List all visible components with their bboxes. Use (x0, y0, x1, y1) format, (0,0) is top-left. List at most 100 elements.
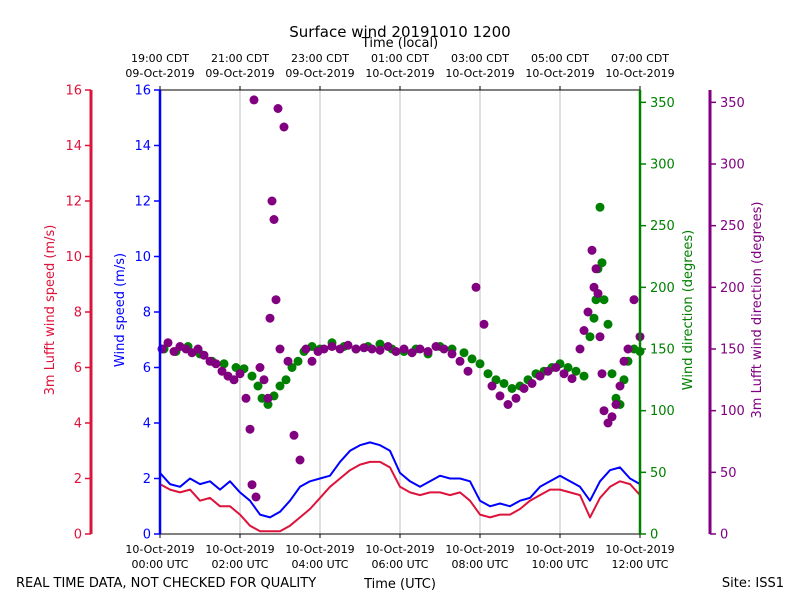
x-tick-label-date: 10-Oct-2019 (205, 543, 274, 556)
data-point (301, 344, 311, 354)
data-point (235, 369, 245, 379)
top-tick-label-date: 09-Oct-2019 (285, 67, 354, 80)
y-tick-label: 12 (134, 195, 151, 210)
x-tick-label-date: 10-Oct-2019 (605, 543, 674, 556)
data-point (479, 319, 489, 329)
data-point (359, 343, 369, 353)
data-point (273, 104, 283, 113)
top-tick-label-time: 01:00 CDT (371, 52, 429, 65)
top-tick-label-time: 05:00 CDT (531, 52, 589, 65)
y-tick-label: 0 (650, 528, 658, 543)
top-tick-label-date: 10-Oct-2019 (365, 67, 434, 80)
x-tick-label-time: 08:00 UTC (451, 558, 508, 571)
y-tick-label: 2 (74, 472, 82, 487)
data-point (199, 350, 209, 360)
data-point (623, 344, 633, 354)
data-point (595, 202, 605, 212)
data-point (407, 348, 417, 358)
x-tick-label-time: 02:00 UTC (211, 558, 268, 571)
data-point (583, 307, 593, 317)
data-point (163, 338, 173, 348)
top-tick-label-date: 09-Oct-2019 (125, 67, 194, 80)
y-tick-label: 350 (720, 96, 745, 111)
data-point (383, 342, 393, 351)
data-point (595, 332, 605, 342)
top-tick-label-time: 07:00 CDT (611, 52, 669, 65)
site-label: Site: ISS1 (722, 576, 784, 591)
data-point (599, 406, 609, 416)
data-point (415, 344, 425, 354)
x-tick-label-date: 10-Oct-2019 (285, 543, 354, 556)
data-point (263, 400, 273, 409)
top-tick-label-date: 09-Oct-2019 (205, 67, 274, 80)
wind-speed-axis-label: Wind speed (m/s) (113, 253, 128, 367)
data-point (229, 375, 239, 385)
data-point (579, 371, 589, 381)
y-tick-label: 14 (134, 139, 151, 154)
data-point (589, 313, 599, 323)
data-point (503, 400, 513, 409)
y-tick-label: 350 (650, 96, 675, 111)
y-tick-label: 100 (720, 404, 745, 419)
data-point (611, 400, 621, 409)
data-point (169, 347, 179, 356)
data-point (543, 366, 553, 376)
y-tick-label: 250 (720, 219, 745, 234)
top-tick-label-date: 10-Oct-2019 (525, 67, 594, 80)
data-point (263, 393, 273, 403)
data-point (619, 356, 629, 366)
data-point (629, 295, 639, 305)
data-point (471, 282, 481, 292)
y-tick-label: 0 (74, 528, 82, 543)
lufft-direction-axis-label: 3m Lufft wind direction (degrees) (750, 202, 765, 419)
data-point (267, 196, 277, 206)
data-point (251, 492, 261, 502)
data-point (249, 95, 259, 105)
y-tick-label: 4 (143, 417, 151, 432)
data-point (245, 424, 255, 434)
data-point (607, 369, 617, 379)
data-point (597, 258, 607, 268)
data-point (399, 344, 409, 354)
data-point (459, 348, 469, 358)
y-tick-label: 150 (720, 343, 745, 358)
data-point (219, 359, 229, 369)
data-point (247, 480, 257, 490)
data-point (217, 366, 227, 376)
y-tick-label: 16 (134, 84, 151, 99)
data-point (275, 344, 285, 354)
y-tick-label: 10 (65, 250, 82, 265)
data-point (259, 375, 269, 385)
data-point (593, 289, 603, 298)
data-point (271, 295, 281, 305)
data-point (327, 342, 337, 351)
y-tick-label: 8 (74, 306, 82, 321)
y-tick-label: 200 (720, 281, 745, 296)
data-point (585, 332, 595, 342)
series-line (159, 441, 641, 519)
data-point (475, 359, 485, 369)
y-tick-label: 0 (720, 528, 728, 543)
series-layer (157, 95, 645, 533)
y-tick-label: 300 (650, 158, 675, 173)
data-point (269, 215, 279, 224)
data-point (551, 363, 561, 372)
data-point (319, 344, 329, 354)
data-point (439, 344, 449, 354)
quality-disclaimer: REAL TIME DATA, NOT CHECKED FOR QUALITY (16, 576, 316, 591)
data-point (283, 356, 293, 366)
x-tick-label-time: 06:00 UTC (371, 558, 428, 571)
wind-direction-axis-label: Wind direction (degrees) (681, 230, 696, 390)
data-point (571, 366, 581, 376)
data-point (579, 326, 589, 335)
data-point (193, 344, 203, 354)
data-point (615, 381, 625, 391)
data-point (367, 344, 377, 354)
y-tick-label: 6 (74, 361, 82, 376)
data-point (591, 264, 601, 274)
data-point (575, 344, 585, 354)
y-tick-label: 0 (143, 528, 151, 543)
top-tick-label-time: 23:00 CDT (291, 52, 349, 65)
data-point (391, 347, 401, 356)
